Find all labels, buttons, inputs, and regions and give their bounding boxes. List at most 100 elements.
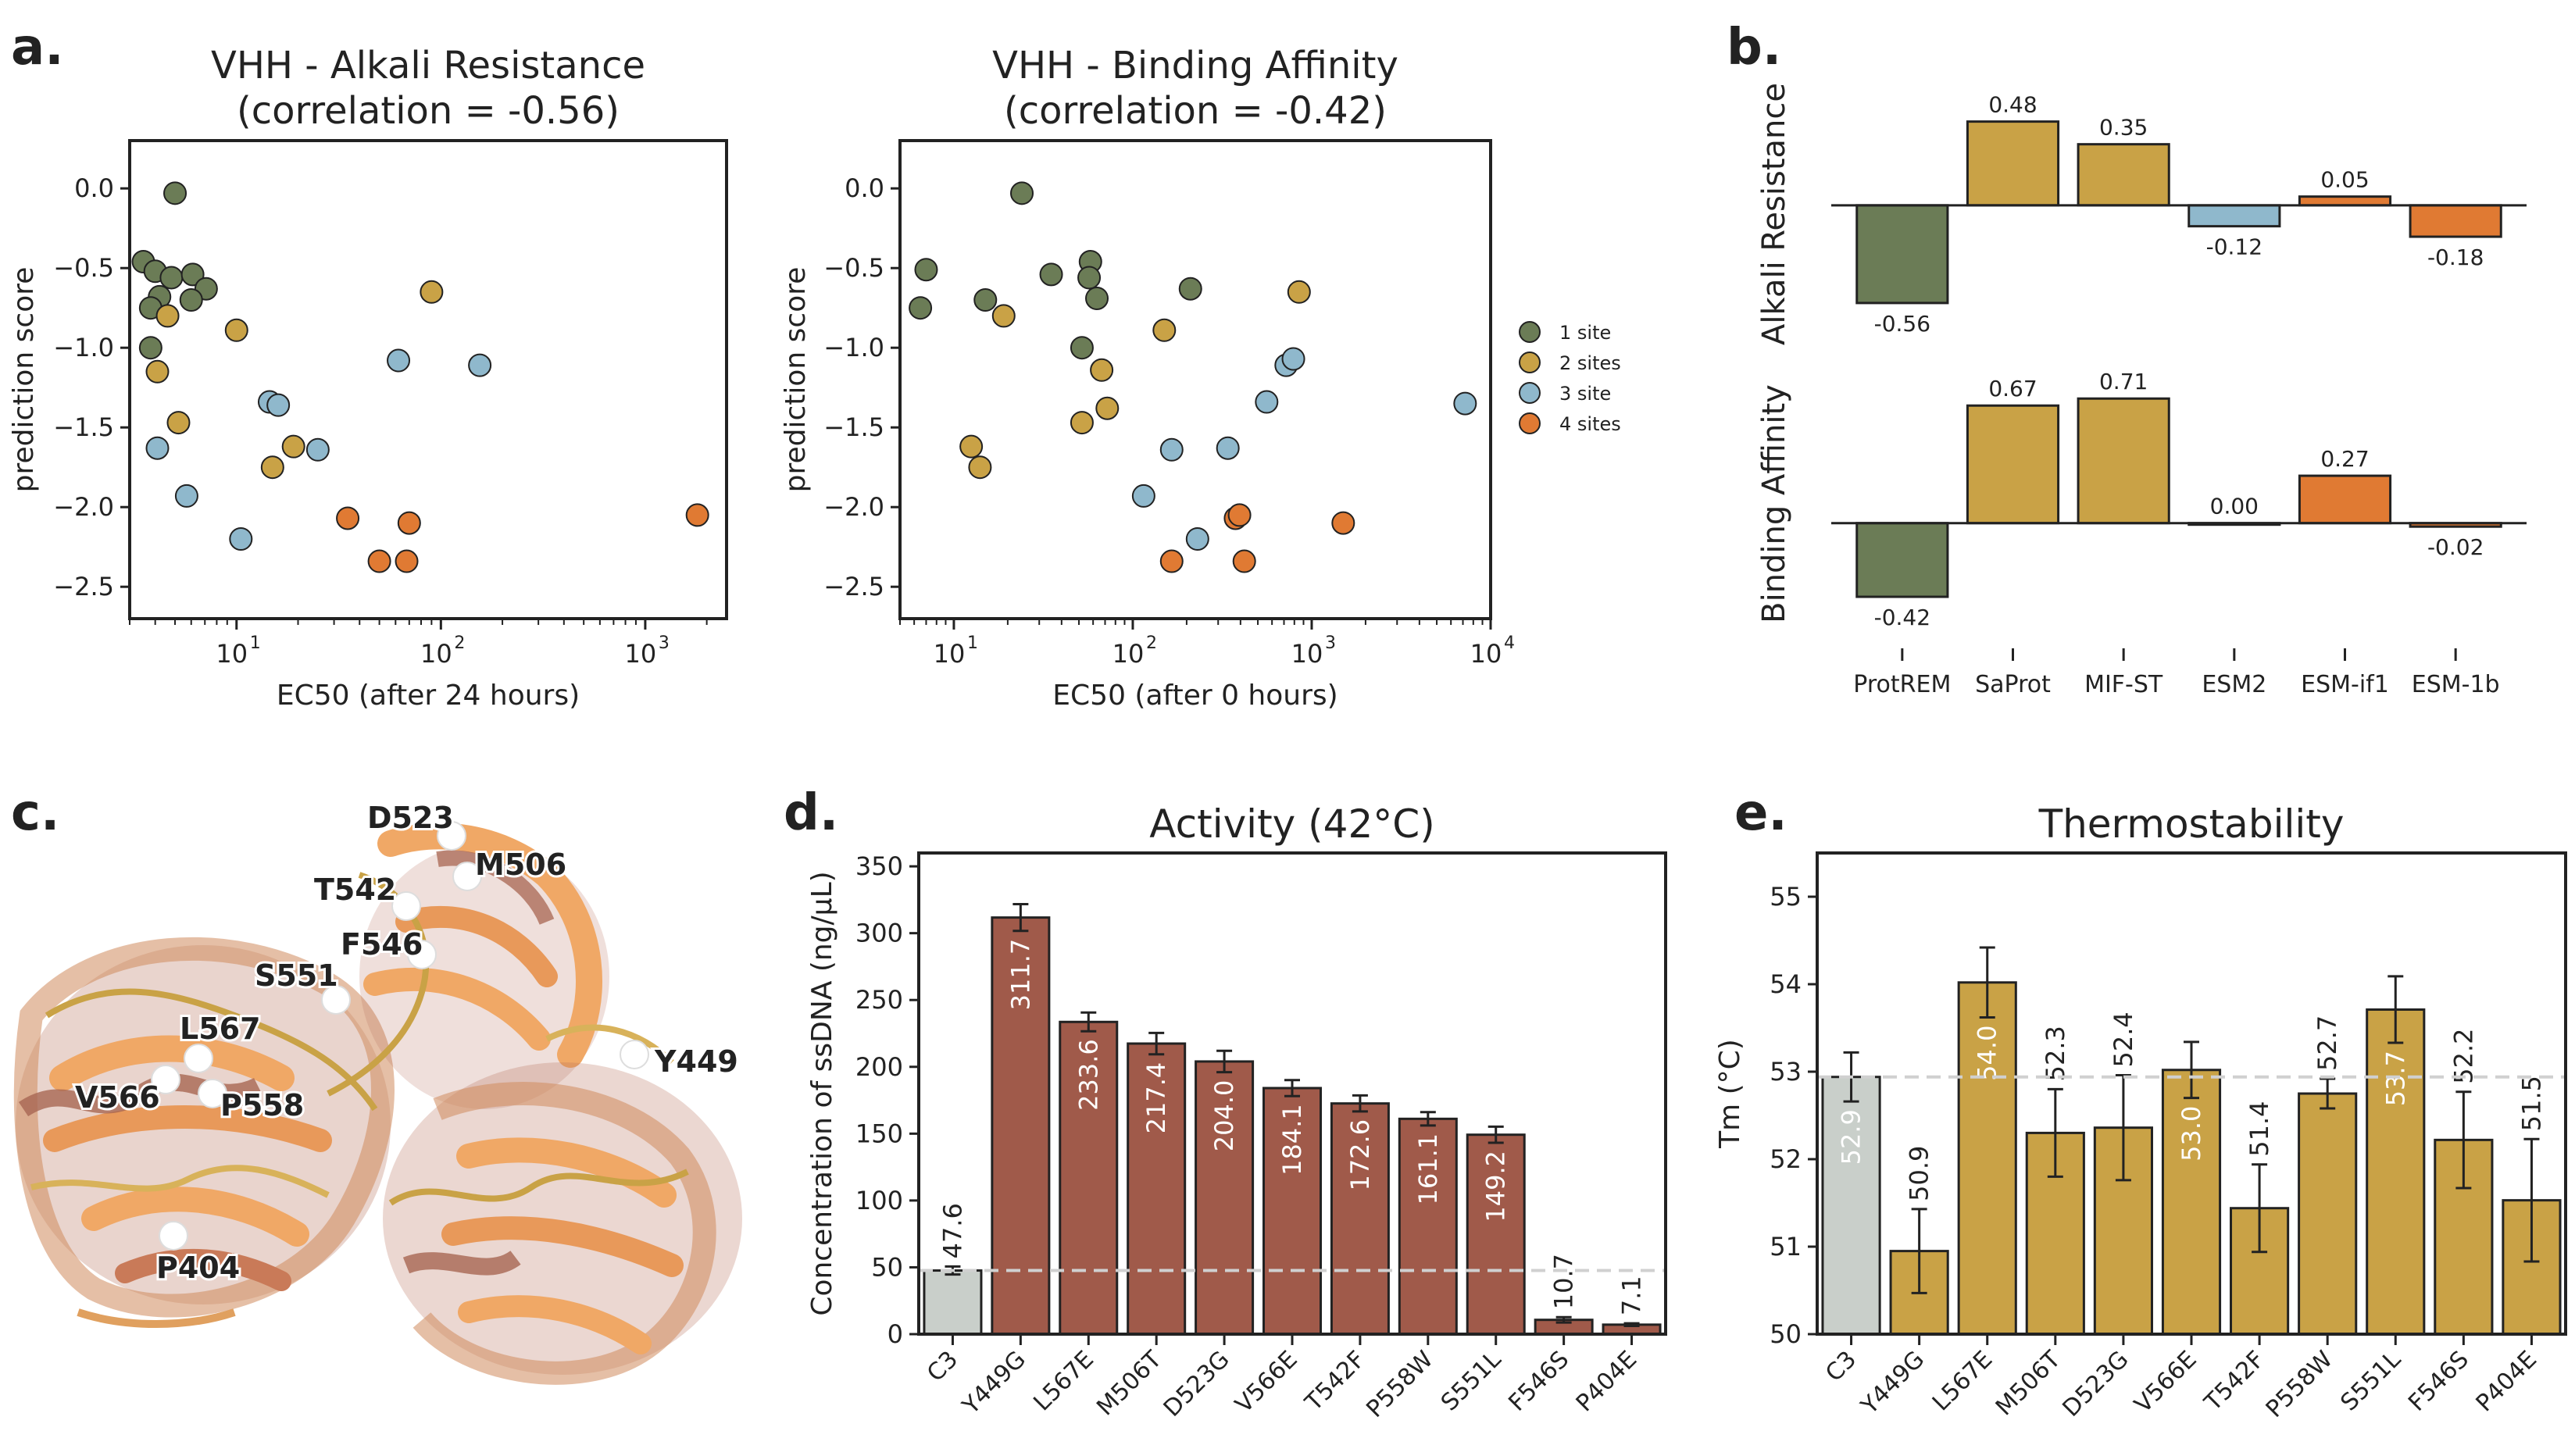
x-tick-exponent: 1 xyxy=(967,633,978,653)
bar xyxy=(2161,1069,2222,1336)
y-tick-label: −2.5 xyxy=(823,572,884,601)
bar xyxy=(2298,1092,2358,1336)
y-tick-label: 200 xyxy=(855,1052,903,1082)
chart-subtitle: (correlation = -0.56) xyxy=(237,89,620,133)
bar xyxy=(2188,204,2281,228)
mutation-label: D523 xyxy=(367,801,454,835)
scatter-point xyxy=(145,359,170,384)
bar xyxy=(2409,204,2502,238)
plot-frame xyxy=(898,139,1492,620)
x-tick-label: ESM-1b xyxy=(2412,671,2500,698)
y-axis-label: Concentration of ssDNA (ng/μL) xyxy=(806,871,838,1315)
scatter-point xyxy=(395,549,419,573)
y-tick-label: 55 xyxy=(1770,882,1802,912)
bar-value-label: 149.2 xyxy=(1481,1151,1511,1222)
scatter-point xyxy=(991,304,1016,328)
scatter-point xyxy=(138,336,162,360)
x-tick-label: P404E xyxy=(1571,1346,1642,1417)
bar-value-label: -0.42 xyxy=(1874,605,1930,630)
x-tick-exponent: 3 xyxy=(1325,633,1336,653)
bar xyxy=(1330,1102,1390,1336)
bar-chart-binding-correlation: -0.42 ProtREM 0.67 SaProt 0.71 MIF-ST 0.00 ESM2… xyxy=(1756,369,2527,698)
y-tick-label: 51 xyxy=(1770,1232,1802,1262)
x-tick-label: M506T xyxy=(1991,1345,2066,1421)
y-tick-label: −0.5 xyxy=(823,253,884,283)
chart-subtitle: (correlation = -0.42) xyxy=(1004,89,1387,133)
mutation-label: Y449 xyxy=(654,1044,738,1079)
bar-value-label: 54.0 xyxy=(1973,1026,2002,1081)
bar-value-label: 51.5 xyxy=(2516,1076,2546,1131)
bar-chart-thermostability: Thermostability 50 51 52 53 54 55 52.9 C3 50.9 Y44… xyxy=(1714,801,2567,1423)
x-tick-label: SaProt xyxy=(1975,671,2051,698)
mutation-sphere xyxy=(407,940,437,969)
mutation-site-f546: F546 xyxy=(338,925,437,969)
mutation-site-m506: M506 xyxy=(452,845,569,891)
mutation-site-l567: L567 xyxy=(177,1009,263,1073)
x-tick-label: Y449G xyxy=(1855,1346,1930,1420)
mutation-site-y449: Y449 xyxy=(620,1040,741,1081)
scatter-point xyxy=(281,434,305,459)
scatter-point xyxy=(1090,358,1114,382)
bar xyxy=(1262,1087,1323,1336)
bar xyxy=(2077,397,2170,525)
bar xyxy=(2298,195,2392,207)
x-tick-label: F546S xyxy=(2403,1346,2474,1417)
legend-label: 4 sites xyxy=(1559,413,1621,435)
y-tick-label: 150 xyxy=(855,1119,903,1148)
y-tick-label: 0 xyxy=(888,1319,903,1349)
y-tick-label: 0.0 xyxy=(845,173,884,203)
legend-marker xyxy=(1519,352,1541,373)
y-tick-label: 52 xyxy=(1770,1144,1802,1174)
scatter-point xyxy=(305,437,330,462)
x-tick-label: ESM-if1 xyxy=(2301,671,2389,698)
bar xyxy=(2077,143,2170,207)
panel-label-b: b. xyxy=(1727,19,1781,77)
bar-value-label: 52.7 xyxy=(2312,1015,2342,1071)
scatter-point xyxy=(159,266,184,290)
mutation-sphere xyxy=(391,891,421,921)
bar-value-label: 0.67 xyxy=(1988,376,2037,401)
x-tick-exponent: 2 xyxy=(1146,633,1157,653)
scatter-point xyxy=(1453,391,1477,416)
scatter-point xyxy=(1070,411,1094,435)
panel-label-a: a. xyxy=(11,19,64,77)
chart-title: VHH - Alkali Resistance xyxy=(211,44,645,87)
panel-label-e: e. xyxy=(1734,784,1788,842)
scatter-point xyxy=(155,304,180,328)
scatter-chart-binding-affinity: VHH - Binding Affinity(correlation = -0.… xyxy=(780,44,1621,712)
mutation-label: T542 xyxy=(314,873,396,907)
bar xyxy=(2298,474,2392,525)
bar-value-label: 172.6 xyxy=(1345,1119,1375,1191)
bar-value-label: 52.3 xyxy=(2041,1026,2070,1081)
x-tick-label: C3 xyxy=(1820,1346,1862,1387)
bar-value-label: 52.4 xyxy=(2109,1012,2138,1067)
scatter-point xyxy=(260,455,284,480)
scatter-point xyxy=(1095,396,1120,420)
scatter-point xyxy=(1185,527,1209,551)
x-tick-label: C3 xyxy=(922,1346,963,1387)
protein-structure-illustration: D523 M506 T542 F546 S551 L567 V566 P558 xyxy=(13,798,742,1385)
bar xyxy=(1966,404,2060,525)
y-tick-label: −1.0 xyxy=(823,333,884,362)
x-tick-label: F546S xyxy=(1503,1346,1574,1417)
scatter-point xyxy=(1039,262,1063,287)
bar xyxy=(1127,1042,1187,1336)
x-tick-label: V566E xyxy=(2129,1346,2202,1419)
bar-value-label: 53.0 xyxy=(2177,1106,2206,1162)
x-tick-label: 10 xyxy=(934,639,966,669)
x-tick-label: 10 xyxy=(216,639,248,669)
legend-marker xyxy=(1519,321,1541,343)
x-axis-label: EC50 (after 24 hours) xyxy=(277,680,580,712)
scatter-point xyxy=(909,296,933,320)
y-axis-label: prediction score xyxy=(780,267,812,493)
y-tick-label: 100 xyxy=(855,1186,903,1215)
chart-title: Thermostability xyxy=(2038,801,2345,847)
mutation-sphere xyxy=(452,862,482,891)
chart-title: VHH - Binding Affinity xyxy=(992,44,1398,87)
scatter-point xyxy=(166,411,191,435)
scatter-point xyxy=(1070,336,1094,360)
x-tick-label: 10 xyxy=(1112,639,1145,669)
y-axis-label: prediction score xyxy=(8,267,40,493)
mutation-label: S551 xyxy=(255,958,338,993)
